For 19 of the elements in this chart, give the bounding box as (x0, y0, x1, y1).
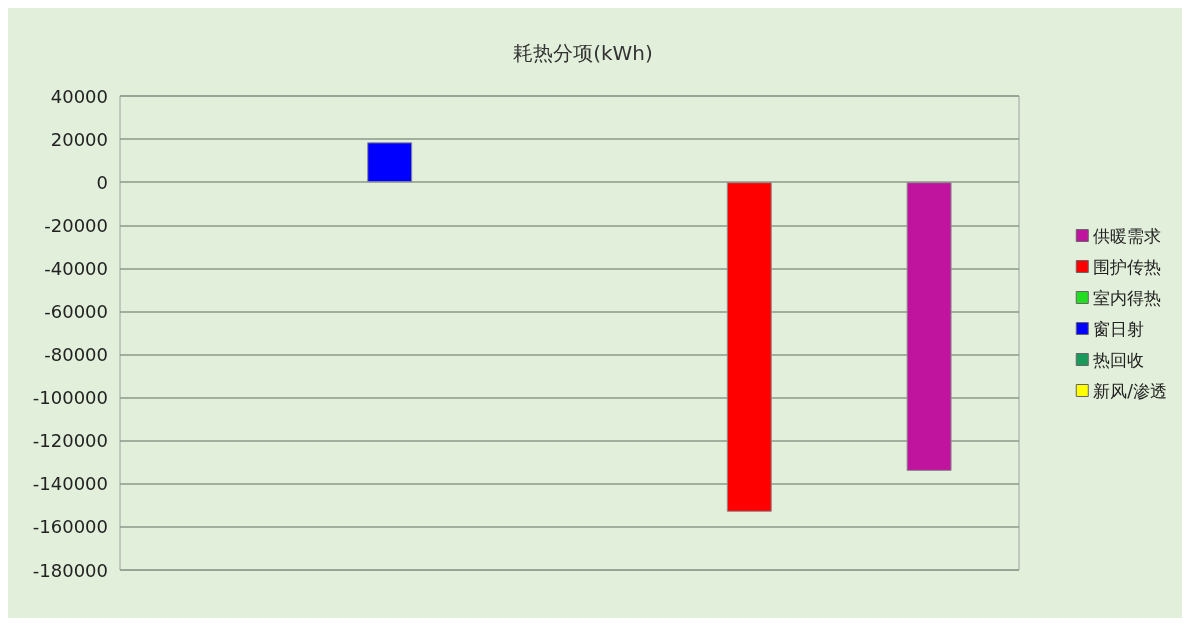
y-tick-label: -40000 (44, 257, 108, 279)
y-tick-label: -120000 (32, 430, 108, 452)
y-tick-label: -160000 (32, 516, 108, 538)
legend-label: 室内得热 (1093, 287, 1162, 308)
y-tick-label: 0 (96, 171, 108, 193)
y-tick-label: -60000 (44, 300, 108, 322)
legend-label: 窗日射 (1093, 318, 1145, 339)
y-tick-label: -180000 (32, 559, 108, 581)
legend-label: 热回收 (1093, 349, 1145, 370)
chart-title: 耗热分项(kWh) (513, 41, 653, 65)
y-tick-label: 40000 (50, 85, 108, 107)
y-tick-label: -140000 (32, 473, 108, 495)
legend-label: 新风/渗透 (1093, 380, 1168, 401)
y-tick-label: 20000 (50, 128, 108, 150)
legend-label: 供暖需求 (1093, 225, 1162, 246)
y-tick-label: -80000 (44, 344, 108, 366)
legend-label: 围护传热 (1093, 256, 1162, 277)
y-tick-label: -20000 (44, 214, 108, 236)
y-tick-label: -100000 (32, 387, 108, 409)
